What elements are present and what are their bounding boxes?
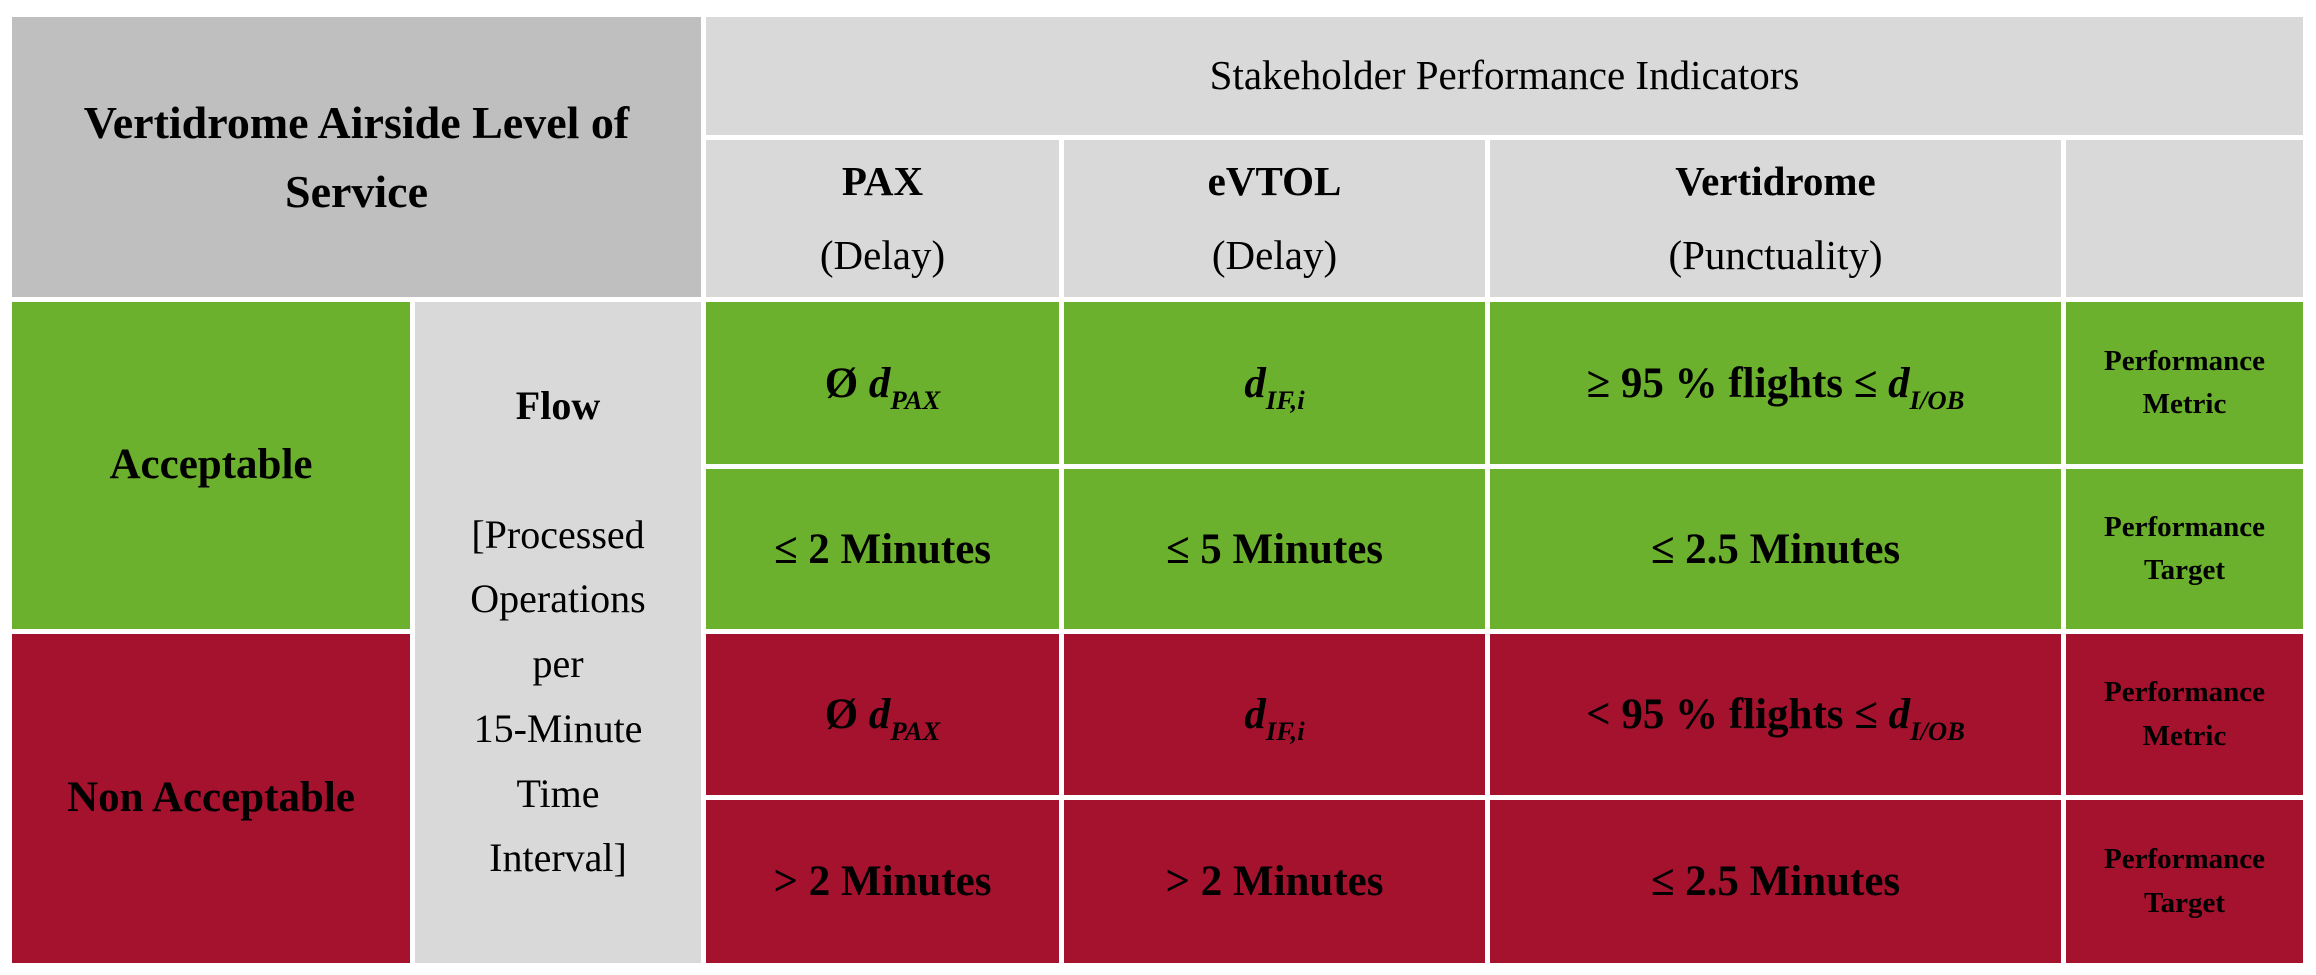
- vertidrome-column-qualifier: (Punctuality): [1668, 231, 1883, 278]
- pax-column-name: PAX: [841, 157, 924, 204]
- stakeholder-header: Stakeholder Performance Indicators: [1209, 52, 1800, 99]
- flow-cell: Flow [Processed Operations per 15-Minute…: [415, 302, 701, 963]
- flow-description-line: 15-Minute: [473, 705, 643, 751]
- non-acceptable-evtol-target-cell: > 2 Minutes: [1064, 800, 1485, 963]
- corner-title-cell: Vertidrome Airside Level of Service: [12, 17, 701, 297]
- non-acceptable-vertidrome-metric-cell: < 95 % flights ≤ dI/OB: [1490, 634, 2061, 795]
- non-acceptable-evtol-metric-cell: dIF,i: [1064, 634, 1485, 795]
- pax-delay-metric-formula: Ø dPAX: [824, 359, 941, 415]
- non-acceptable-level-cell: Non Acceptable: [12, 634, 410, 963]
- vertidrome-punctuality-target: ≤ 2.5 Minutes: [1650, 858, 1901, 905]
- evtol-delay-target: ≤ 5 Minutes: [1165, 525, 1384, 573]
- acceptable-evtol-target-cell: ≤ 5 Minutes: [1064, 469, 1485, 629]
- performance-metric-label: Performance Metric: [2103, 676, 2265, 752]
- acceptable-level-cell: Acceptable: [12, 302, 410, 629]
- flow-description-line: Operations: [470, 576, 646, 622]
- acceptable-pax-target-cell: ≤ 2 Minutes: [706, 469, 1059, 629]
- level-of-service-table: Vertidrome Airside Level of Service Stak…: [12, 17, 2303, 963]
- flow-description-line: Interval]: [489, 835, 627, 881]
- pax-delay-target: ≤ 2 Minutes: [773, 525, 992, 573]
- non-acceptable-vertidrome-target-cell: ≤ 2.5 Minutes: [1490, 800, 2061, 963]
- flow-title: Flow: [515, 382, 601, 428]
- vertidrome-column-header-cell: Vertidrome (Punctuality): [1490, 140, 2061, 297]
- vertidrome-column-name: Vertidrome: [1675, 157, 1876, 204]
- corner-title: Vertidrome Airside Level of Service: [83, 97, 630, 217]
- non-acceptable-label: Non Acceptable: [67, 774, 355, 822]
- vertidrome-punctuality-metric-formula: ≥ 95 % flights ≤ dI/OB: [1586, 359, 1965, 415]
- performance-target-label: Performance Target: [2103, 843, 2265, 919]
- vertidrome-punctuality-metric-formula: < 95 % flights ≤ dI/OB: [1586, 691, 1965, 746]
- acceptable-vertidrome-metric-cell: ≥ 95 % flights ≤ dI/OB: [1490, 302, 2061, 464]
- acceptable-evtol-metric-cell: dIF,i: [1064, 302, 1485, 464]
- flow-description-line: per: [532, 641, 584, 687]
- non-acceptable-pax-target-cell: > 2 Minutes: [706, 800, 1059, 963]
- evtol-delay-target: > 2 Minutes: [1165, 858, 1384, 905]
- pax-column-header-cell: PAX (Delay): [706, 140, 1059, 297]
- empty-header-cell: [2066, 140, 2303, 297]
- evtol-delay-metric-formula: dIF,i: [1244, 691, 1305, 746]
- non-acceptable-metric-row-label-cell: Performance Metric: [2066, 634, 2303, 795]
- evtol-column-header-cell: eVTOL (Delay): [1064, 140, 1485, 297]
- acceptable-vertidrome-target-cell: ≤ 2.5 Minutes: [1490, 469, 2061, 629]
- vertidrome-punctuality-target: ≤ 2.5 Minutes: [1650, 525, 1901, 573]
- acceptable-pax-metric-cell: Ø dPAX: [706, 302, 1059, 464]
- pax-delay-target: > 2 Minutes: [773, 858, 992, 905]
- acceptable-label: Acceptable: [109, 441, 313, 489]
- acceptable-metric-row-label-cell: Performance Metric: [2066, 302, 2303, 464]
- evtol-column-qualifier: (Delay): [1211, 231, 1338, 278]
- stakeholder-header-cell: Stakeholder Performance Indicators: [706, 17, 2303, 135]
- evtol-column-name: eVTOL: [1207, 157, 1342, 204]
- non-acceptable-pax-metric-cell: Ø dPAX: [706, 634, 1059, 795]
- acceptable-target-row-label-cell: Performance Target: [2066, 469, 2303, 629]
- flow-description-line: Time: [516, 770, 600, 816]
- performance-target-label: Performance Target: [2103, 510, 2265, 587]
- pax-column-qualifier: (Delay): [819, 231, 946, 278]
- flow-description-line: [Processed: [471, 511, 645, 557]
- non-acceptable-target-row-label-cell: Performance Target: [2066, 800, 2303, 963]
- pax-delay-metric-formula: Ø dPAX: [824, 691, 941, 746]
- evtol-delay-metric-formula: dIF,i: [1244, 359, 1305, 415]
- performance-metric-label: Performance Metric: [2103, 344, 2265, 421]
